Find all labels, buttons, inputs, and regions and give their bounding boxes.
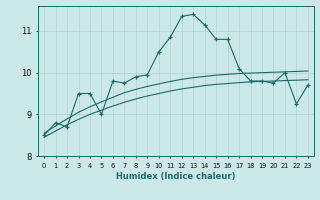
X-axis label: Humidex (Indice chaleur): Humidex (Indice chaleur) <box>116 172 236 181</box>
